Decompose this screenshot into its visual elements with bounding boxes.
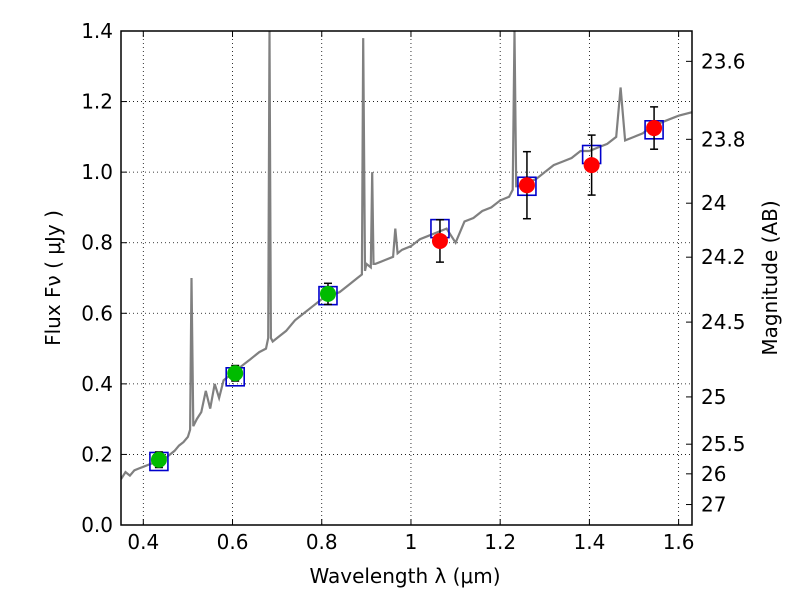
grid: [121, 31, 692, 525]
x-tick-label: 1.2: [484, 530, 516, 554]
plot-frame: [120, 30, 693, 526]
y-tick-label: 0.0: [81, 513, 113, 537]
nir-data-point: [583, 157, 600, 174]
right-tick-label: 27: [701, 493, 726, 517]
optical-data-point: [319, 285, 336, 302]
right-tick-label: 23.6: [701, 49, 746, 73]
x-axis-label: Wavelength λ (μm): [309, 564, 500, 588]
y-tick-label: 1.2: [81, 90, 113, 114]
right-tick-label: 25.5: [701, 432, 746, 456]
y-tick-label: 0.8: [81, 231, 113, 255]
optical-data-point: [227, 365, 244, 382]
x-tick-label: 0.4: [127, 530, 159, 554]
x-tick-label: 1: [405, 530, 418, 554]
x-tick-label: 0.8: [306, 530, 338, 554]
right-tick-label: 25: [701, 385, 726, 409]
axis-ticks: 0.4 0.6 0.8 1 1.2 1.4 1.6 0.0 0.2 0.4 0.6 0.8 1.0 1.2…: [81, 19, 745, 554]
right-tick-label: 24.5: [701, 310, 746, 334]
nir-data-point: [431, 232, 448, 249]
right-tick-label: 24.2: [701, 245, 746, 269]
right-tick-label: 23.8: [701, 127, 746, 151]
right-tick-label: 24: [701, 191, 726, 215]
y-tick-label: 1.0: [81, 160, 113, 184]
x-tick-label: 1.6: [663, 530, 695, 554]
right-tick-label: 26: [701, 462, 726, 486]
y-tick-label: 0.6: [81, 301, 113, 325]
y-axis-label: Flux Fν ( μJy ): [41, 210, 65, 346]
y-tick-label: 1.4: [81, 19, 113, 43]
x-tick-label: 1.4: [573, 530, 605, 554]
nir-data-point: [518, 177, 535, 194]
y-tick-label: 0.2: [81, 442, 113, 466]
y-tick-label: 0.4: [81, 372, 113, 396]
right-axis-label: Magnitude (AB): [758, 200, 782, 355]
sed-model-line: [121, 31, 692, 480]
optical-data-point: [150, 451, 167, 468]
nir-data-point: [646, 120, 663, 137]
x-tick-label: 0.6: [217, 530, 249, 554]
plot-series: [121, 31, 692, 480]
